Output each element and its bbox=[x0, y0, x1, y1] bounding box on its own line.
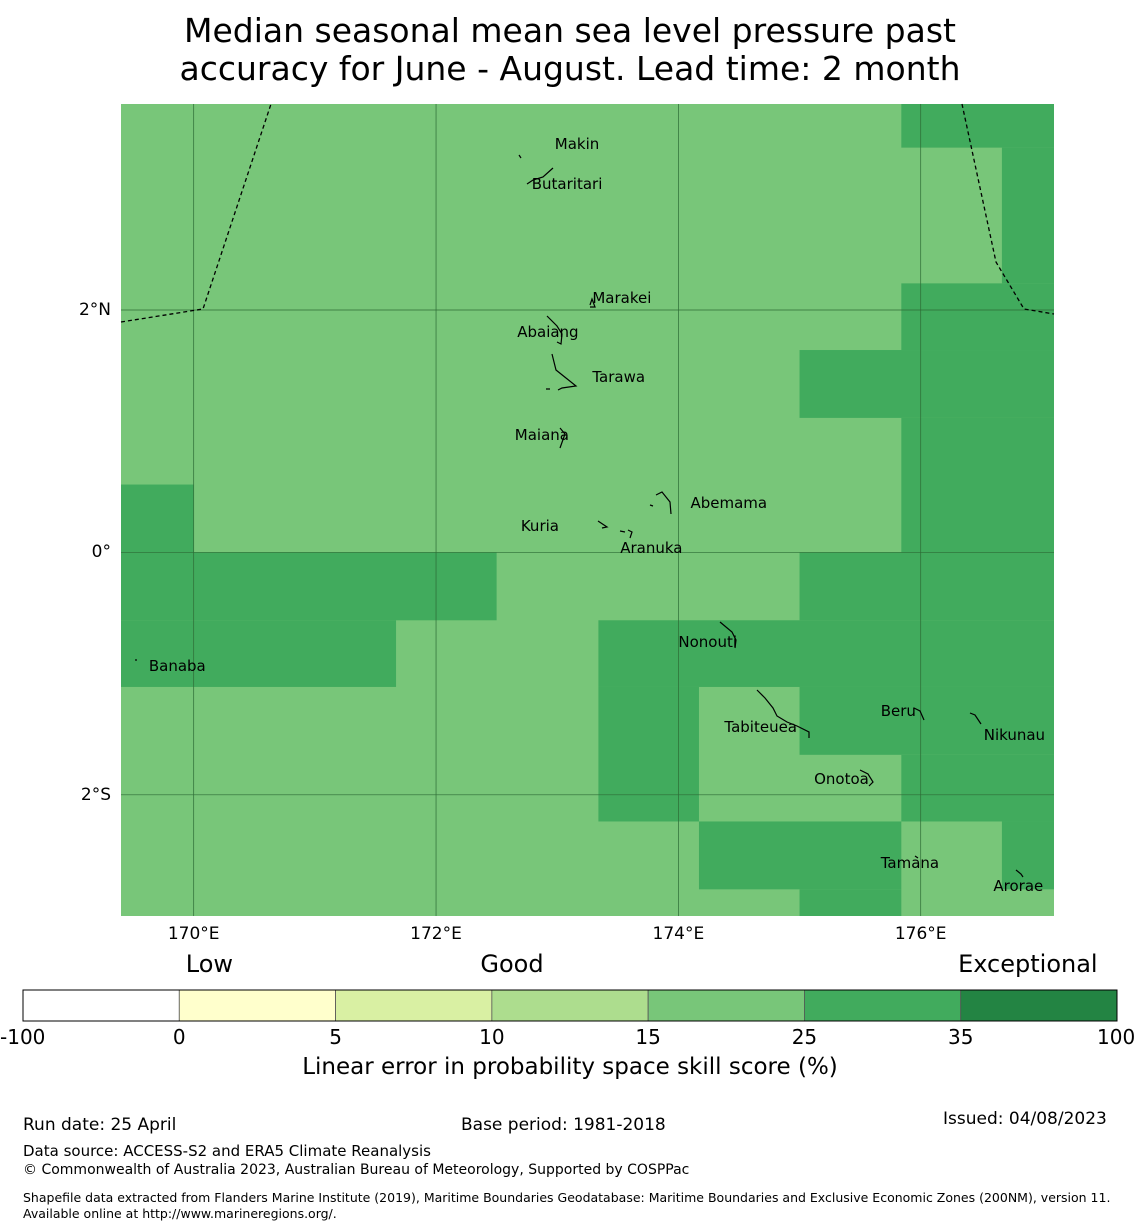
colorbar-tick-label: 0 bbox=[172, 1025, 186, 1049]
skill-cell-2 bbox=[901, 283, 1054, 351]
island-shape-makin bbox=[518, 154, 522, 159]
skill-cell-7 bbox=[799, 552, 1054, 621]
colorbar-bin-3 bbox=[491, 989, 649, 1022]
skill-cell-6 bbox=[121, 552, 497, 621]
skill-cell-3 bbox=[799, 350, 1054, 418]
colorbar-label: Linear error in probability space skill … bbox=[302, 1054, 838, 1080]
skill-cell-1 bbox=[1001, 147, 1054, 284]
island-shape-nonouti bbox=[719, 621, 737, 649]
island-shape-abaiang bbox=[546, 315, 563, 345]
base-period: Base period: 1981-2018 bbox=[461, 1115, 666, 1135]
colorbar-tick-label: 35 bbox=[947, 1025, 974, 1049]
lat-tick-label: 0° bbox=[91, 542, 111, 563]
island-shape-marakei bbox=[589, 297, 596, 308]
colorbar-frame bbox=[22, 989, 1118, 1022]
lon-tick-label: 170°E bbox=[167, 924, 220, 944]
colorbar-bin-0 bbox=[22, 989, 180, 1022]
island-label-marakei: Marakei bbox=[592, 288, 652, 307]
legend-category-low: Low bbox=[185, 950, 234, 978]
skill-cell-5 bbox=[121, 484, 194, 553]
island-label-tabiteuea: Tabiteuea bbox=[724, 717, 798, 736]
colorbar-tick-label: 15 bbox=[635, 1025, 661, 1049]
skill-cell-11 bbox=[799, 686, 1054, 755]
island-shape-aranuka bbox=[619, 529, 633, 539]
island-label-nikunau: Nikunau bbox=[983, 726, 1046, 745]
island-shape-maiana bbox=[559, 427, 566, 449]
island-label-nonouti: Nonouti bbox=[678, 633, 738, 652]
skill-cell-13 bbox=[698, 821, 902, 890]
island-shape-nikunau bbox=[969, 712, 982, 725]
eez-boundary-west bbox=[120, 103, 272, 323]
island-label-beru: Beru bbox=[880, 702, 916, 721]
island-label-banaba: Banaba bbox=[148, 657, 206, 676]
island-shape-tamana bbox=[914, 855, 919, 859]
skill-cell-0 bbox=[901, 104, 1054, 148]
lat-tick-label: 2°S bbox=[80, 784, 111, 805]
skill-cell-4 bbox=[901, 417, 1054, 553]
colorbar-tick-label: -100 bbox=[0, 1025, 46, 1049]
legend-category-exceptional: Exceptional bbox=[958, 950, 1098, 978]
lon-tick-label: 176°E bbox=[894, 924, 947, 944]
colorbar-bin-2 bbox=[335, 989, 493, 1022]
colorbar-tick-label: 10 bbox=[479, 1025, 505, 1049]
colorbar-bin-4 bbox=[647, 989, 805, 1022]
island-shape-abemama bbox=[649, 491, 672, 515]
run-date: Run date: 25 April bbox=[23, 1115, 177, 1135]
island-label-arorae: Arorae bbox=[993, 876, 1044, 895]
island-shape-onotoa bbox=[859, 769, 874, 787]
island-shape-arorae bbox=[1015, 869, 1024, 878]
island-label-kuria: Kuria bbox=[520, 516, 559, 535]
island-shape-kuria bbox=[597, 520, 609, 529]
eez-boundary-east bbox=[961, 103, 1055, 315]
skill-cell-14 bbox=[1001, 821, 1054, 890]
skill-cell-12 bbox=[901, 754, 1054, 822]
issued-date: Issued: 04/08/2023 bbox=[943, 1109, 1107, 1129]
skill-cell-15 bbox=[799, 889, 902, 916]
island-label-abemama: Abemama bbox=[690, 493, 768, 512]
skill-cell-10 bbox=[598, 686, 699, 822]
island-label-tarawa: Tarawa bbox=[592, 367, 646, 386]
lon-tick-label: 172°E bbox=[410, 924, 462, 944]
colorbar-bin-6 bbox=[960, 989, 1118, 1022]
island-label-tamana: Tamana bbox=[880, 853, 940, 872]
colorbar-tick-label: 5 bbox=[329, 1025, 342, 1049]
island-label-aranuka: Aranuka bbox=[620, 538, 683, 557]
lon-tick-label: 174°E bbox=[652, 924, 705, 944]
skill-cells bbox=[121, 104, 1054, 916]
island-shape-tabiteuea bbox=[756, 689, 810, 738]
skill-background bbox=[121, 104, 1054, 916]
colorbar-tick-label: 25 bbox=[791, 1025, 818, 1049]
lat-tick-label: 2°N bbox=[78, 300, 111, 321]
island-shape-beru bbox=[913, 707, 925, 721]
copyright-notice: © Commonwealth of Australia 2023, Austra… bbox=[23, 1162, 690, 1178]
shapefile-credit: Shapefile data extracted from Flanders M… bbox=[23, 1190, 1111, 1221]
island-shape-tarawa bbox=[546, 353, 578, 391]
skill-cell-9 bbox=[598, 620, 1054, 687]
graticule bbox=[121, 104, 1054, 916]
legend-category-good: Good bbox=[480, 950, 544, 978]
eez-boundaries bbox=[120, 103, 1055, 323]
island-label-abaiang: Abaiang bbox=[517, 322, 579, 341]
colorbar-bin-5 bbox=[804, 989, 962, 1022]
colorbar-bin-1 bbox=[178, 989, 336, 1022]
island-label-maiana: Maiana bbox=[514, 425, 569, 444]
chart-title-line-1: Median seasonal mean sea level pressure … bbox=[184, 11, 956, 50]
island-label-butaritari: Butaritari bbox=[531, 174, 603, 193]
island-shape-butaritari bbox=[526, 167, 554, 185]
chart-title-line-2: accuracy for June - August. Lead time: 2… bbox=[179, 49, 961, 88]
skill-cell-8 bbox=[121, 620, 397, 687]
island-label-onotoa: Onotoa bbox=[814, 770, 869, 789]
island-outlines bbox=[135, 154, 1024, 878]
island-label-makin: Makin bbox=[554, 134, 600, 153]
data-source: Data source: ACCESS-S2 and ERA5 Climate … bbox=[23, 1142, 431, 1160]
colorbar-tick-label: 100 bbox=[1097, 1025, 1136, 1049]
